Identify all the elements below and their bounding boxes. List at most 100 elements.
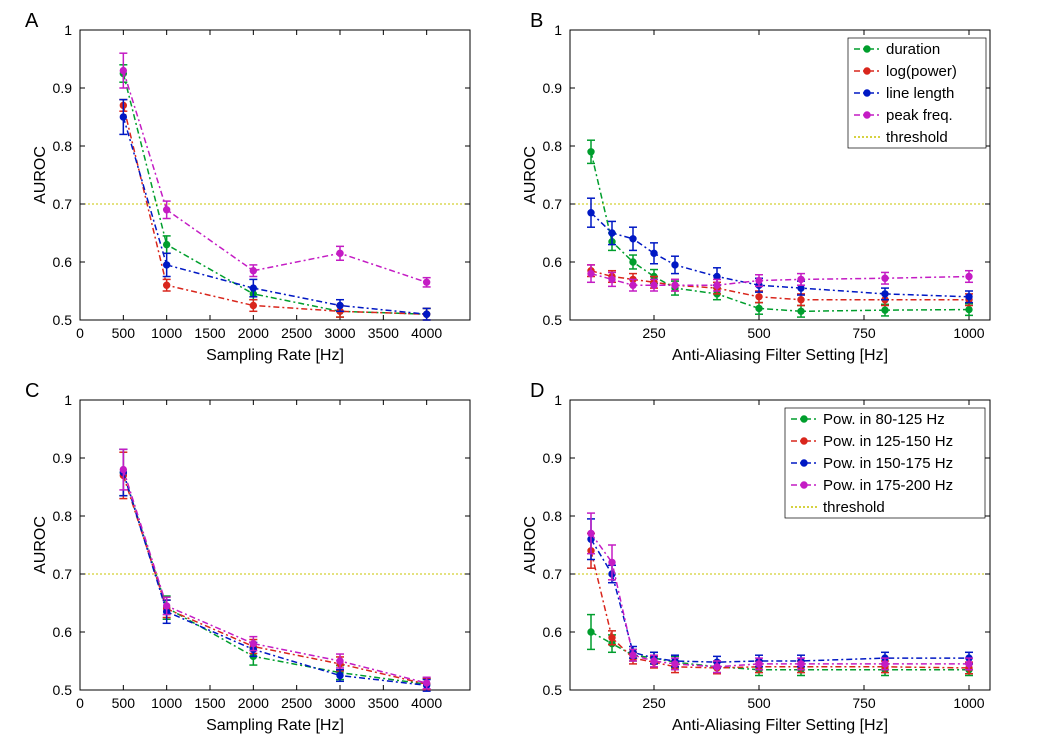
ytick-label: 0.8: [543, 138, 563, 154]
series-marker-pow175: [630, 652, 636, 658]
ytick-label: 0.8: [543, 508, 563, 524]
series-marker-peakfreq: [120, 67, 126, 73]
series-marker-linelength: [609, 230, 615, 236]
ytick-label: 1: [554, 392, 562, 408]
series-marker-linelength: [630, 236, 636, 242]
ytick-label: 0.7: [53, 566, 73, 582]
x-axis-title: Sampling Rate [Hz]: [206, 347, 344, 364]
legend: Pow. in 80-125 Hz Pow. in 125-150 Hz Pow. …: [785, 408, 985, 518]
ytick-label: 0.7: [543, 566, 563, 582]
xtick-label: 2000: [238, 325, 269, 341]
legend-marker-icon: [801, 482, 807, 488]
chart-panel-A: 050010001500200025003000350040000.50.60.…: [30, 20, 480, 365]
series-marker-peakfreq: [882, 275, 888, 281]
x-axis-title: Anti-Aliasing Filter Setting [Hz]: [672, 347, 888, 364]
xtick-label: 250: [642, 325, 666, 341]
ytick-label: 0.6: [53, 624, 73, 640]
ytick-label: 0.6: [53, 254, 73, 270]
legend-label: peak freq.: [886, 107, 953, 124]
legend-marker-icon: [864, 90, 870, 96]
series-marker-pow175: [609, 559, 615, 565]
series-marker-pow175: [120, 466, 126, 472]
series-marker-pow175: [588, 530, 594, 536]
series-marker-linelength: [163, 262, 169, 268]
series-marker-duration: [163, 241, 169, 247]
legend-label: threshold: [886, 129, 948, 146]
series-marker-peakfreq: [423, 279, 429, 285]
series-marker-pow175: [337, 658, 343, 664]
series-marker-duration: [756, 305, 762, 311]
xtick-label: 500: [112, 695, 136, 711]
y-axis-title: AUROC: [32, 516, 49, 574]
series-line-linelength: [591, 213, 969, 297]
ytick-label: 0.5: [543, 682, 563, 698]
series-marker-logpower: [163, 282, 169, 288]
ytick-label: 1: [64, 392, 72, 408]
series-marker-linelength: [423, 311, 429, 317]
series-marker-pow175: [882, 661, 888, 667]
ytick-label: 0.5: [53, 682, 73, 698]
xtick-label: 500: [747, 325, 771, 341]
series-marker-pow80: [588, 629, 594, 635]
y-axis-title: AUROC: [522, 516, 539, 574]
series-marker-duration: [630, 259, 636, 265]
ytick-label: 0.5: [543, 312, 563, 328]
series-marker-pow175: [756, 661, 762, 667]
series-line-pow80: [123, 473, 426, 685]
series-marker-linelength: [651, 250, 657, 256]
series-marker-linelength: [120, 114, 126, 120]
series-marker-duration: [882, 307, 888, 313]
ytick-label: 0.9: [53, 450, 73, 466]
xtick-label: 1500: [194, 325, 225, 341]
legend-label: duration: [886, 41, 940, 58]
legend-marker-icon: [801, 416, 807, 422]
series-marker-peakfreq: [672, 282, 678, 288]
series-marker-peakfreq: [588, 270, 594, 276]
series-marker-peakfreq: [798, 276, 804, 282]
legend-label: log(power): [886, 63, 957, 80]
xtick-label: 750: [852, 695, 876, 711]
series-marker-logpower: [798, 297, 804, 303]
series-marker-linelength: [966, 294, 972, 300]
legend-label: Pow. in 80-125 Hz: [823, 411, 945, 428]
legend-marker-icon: [801, 438, 807, 444]
ytick-label: 1: [64, 22, 72, 38]
ytick-label: 0.9: [543, 450, 563, 466]
legend-label: Pow. in 125-150 Hz: [823, 433, 953, 450]
series-marker-peakfreq: [609, 276, 615, 282]
legend-marker-icon: [864, 46, 870, 52]
series-marker-peakfreq: [714, 282, 720, 288]
series-line-pow150: [123, 473, 426, 686]
ytick-label: 0.7: [543, 196, 563, 212]
series-line-pow125: [591, 551, 969, 668]
ytick-label: 0.9: [53, 80, 73, 96]
xtick-label: 2000: [238, 695, 269, 711]
xtick-label: 2500: [281, 695, 312, 711]
series-marker-peakfreq: [756, 277, 762, 283]
series-line-pow150: [591, 539, 969, 662]
xtick-label: 3000: [324, 325, 355, 341]
xtick-label: 3500: [368, 325, 399, 341]
series-line-duration: [123, 74, 426, 315]
series-marker-linelength: [882, 291, 888, 297]
ytick-label: 0.5: [53, 312, 73, 328]
xtick-label: 500: [747, 695, 771, 711]
ytick-label: 0.6: [543, 254, 563, 270]
series-line-pow125: [123, 475, 426, 684]
ytick-label: 1: [554, 22, 562, 38]
xtick-label: 3500: [368, 695, 399, 711]
series-marker-pow175: [423, 680, 429, 686]
legend-label: Pow. in 175-200 Hz: [823, 477, 953, 494]
series-marker-peakfreq: [966, 273, 972, 279]
series-marker-linelength: [588, 210, 594, 216]
xtick-label: 0: [76, 695, 84, 711]
series-marker-peakfreq: [630, 282, 636, 288]
legend-label: line length: [886, 85, 954, 102]
legend-marker-icon: [801, 460, 807, 466]
ytick-label: 0.7: [53, 196, 73, 212]
series-marker-peakfreq: [250, 268, 256, 274]
axes-box: [80, 400, 470, 690]
xtick-label: 3000: [324, 695, 355, 711]
ytick-label: 0.6: [543, 624, 563, 640]
series-marker-linelength: [337, 302, 343, 308]
